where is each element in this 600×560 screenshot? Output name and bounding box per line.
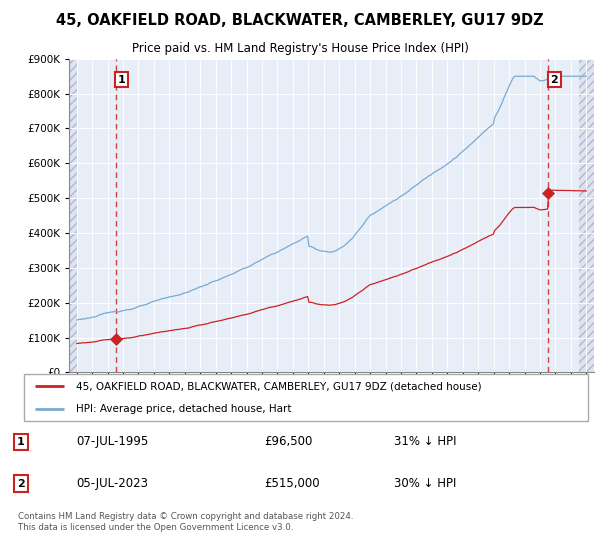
- Text: 30% ↓ HPI: 30% ↓ HPI: [394, 477, 457, 490]
- Text: 1: 1: [118, 74, 125, 85]
- Text: 31% ↓ HPI: 31% ↓ HPI: [394, 435, 457, 449]
- FancyBboxPatch shape: [24, 375, 588, 421]
- Text: 1: 1: [17, 437, 25, 447]
- Text: 2: 2: [550, 74, 558, 85]
- Text: 05-JUL-2023: 05-JUL-2023: [77, 477, 149, 490]
- Text: Price paid vs. HM Land Registry's House Price Index (HPI): Price paid vs. HM Land Registry's House …: [131, 43, 469, 55]
- Bar: [69, 59, 77, 372]
- Text: HPI: Average price, detached house, Hart: HPI: Average price, detached house, Hart: [76, 404, 291, 414]
- Text: 45, OAKFIELD ROAD, BLACKWATER, CAMBERLEY, GU17 9DZ: 45, OAKFIELD ROAD, BLACKWATER, CAMBERLEY…: [56, 13, 544, 28]
- Text: 07-JUL-1995: 07-JUL-1995: [77, 435, 149, 449]
- Bar: [578, 59, 594, 372]
- Text: 2: 2: [17, 479, 25, 488]
- Text: £515,000: £515,000: [265, 477, 320, 490]
- Text: Contains HM Land Registry data © Crown copyright and database right 2024.
This d: Contains HM Land Registry data © Crown c…: [18, 512, 353, 531]
- Text: 45, OAKFIELD ROAD, BLACKWATER, CAMBERLEY, GU17 9DZ (detached house): 45, OAKFIELD ROAD, BLACKWATER, CAMBERLEY…: [76, 381, 481, 391]
- Text: £96,500: £96,500: [265, 435, 313, 449]
